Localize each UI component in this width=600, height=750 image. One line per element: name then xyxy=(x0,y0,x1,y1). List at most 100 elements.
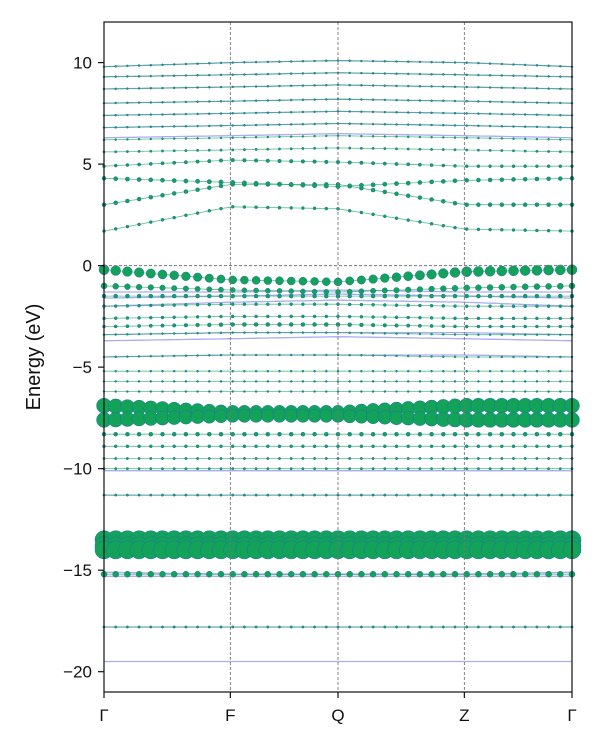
band-marker xyxy=(161,457,164,460)
band-marker xyxy=(500,625,504,629)
band-marker xyxy=(523,101,527,104)
band-marker xyxy=(371,161,376,166)
band-marker xyxy=(359,293,364,299)
band-marker xyxy=(453,136,457,139)
band-marker xyxy=(137,355,141,358)
band-marker xyxy=(453,73,457,76)
band-marker xyxy=(172,315,176,320)
band-marker xyxy=(511,177,516,182)
band-marker xyxy=(207,467,211,471)
band-marker xyxy=(347,160,352,165)
band-marker xyxy=(395,390,398,393)
band-marker xyxy=(312,431,317,437)
band-marker xyxy=(558,324,563,329)
band-marker xyxy=(535,164,539,168)
band-marker xyxy=(382,293,388,299)
band-marker xyxy=(508,265,519,277)
band-marker xyxy=(184,493,188,497)
band-marker xyxy=(301,493,305,497)
band-marker xyxy=(441,316,446,320)
band-marker xyxy=(477,369,480,373)
band-marker xyxy=(430,355,433,358)
band-marker xyxy=(137,162,141,167)
band-marker xyxy=(356,275,366,285)
band-marker xyxy=(172,160,177,165)
band-marker xyxy=(114,369,117,373)
band-marker xyxy=(125,293,130,299)
band-line xyxy=(103,336,573,342)
band-marker xyxy=(546,228,551,233)
band-marker xyxy=(114,101,117,105)
band-marker xyxy=(477,61,480,65)
band-marker xyxy=(241,570,248,578)
band-marker xyxy=(149,113,153,116)
band-marker xyxy=(160,293,165,299)
band-marker xyxy=(451,570,459,578)
band-marker xyxy=(511,228,516,232)
band-marker xyxy=(547,333,550,336)
band-marker xyxy=(286,276,296,286)
band-marker xyxy=(359,431,364,437)
band-marker xyxy=(289,159,294,164)
band-marker xyxy=(300,322,306,327)
band-marker xyxy=(183,431,189,437)
band-marker xyxy=(406,332,410,336)
band-marker xyxy=(149,86,153,90)
band-marker xyxy=(347,444,352,449)
band-marker xyxy=(114,380,117,383)
band-marker xyxy=(242,457,246,460)
band-marker xyxy=(465,457,469,460)
band-marker xyxy=(465,112,468,115)
band-marker xyxy=(208,124,211,128)
band-marker xyxy=(172,380,176,383)
band-marker xyxy=(416,286,423,293)
band-marker xyxy=(266,314,270,319)
band-marker xyxy=(488,124,492,128)
band-marker xyxy=(196,467,200,471)
band-marker xyxy=(500,164,504,168)
band-marker xyxy=(484,265,496,277)
band-marker xyxy=(312,302,317,306)
band-marker xyxy=(347,208,352,213)
band-marker xyxy=(383,369,387,373)
band-marker xyxy=(208,112,211,115)
band-marker xyxy=(418,220,422,224)
band-marker xyxy=(207,185,212,191)
band-marker xyxy=(149,625,153,629)
band-marker xyxy=(523,137,527,141)
band-marker xyxy=(193,272,203,282)
band-marker xyxy=(324,206,329,211)
band-marker xyxy=(473,266,484,277)
band-marker xyxy=(453,316,457,321)
band-marker xyxy=(500,316,504,321)
band-marker xyxy=(207,457,211,460)
band-marker xyxy=(184,303,188,307)
band-marker xyxy=(535,457,539,460)
band-marker xyxy=(242,625,246,629)
band-marker xyxy=(406,135,410,139)
band-marker xyxy=(547,380,550,383)
band-marker xyxy=(113,324,118,329)
band-marker xyxy=(465,369,468,373)
band-marker xyxy=(324,457,328,460)
band-marker xyxy=(511,444,516,449)
band-marker xyxy=(172,113,176,116)
band-marker xyxy=(558,457,562,460)
band-marker xyxy=(208,136,211,140)
band-marker xyxy=(266,147,270,151)
band-marker xyxy=(289,625,293,629)
band-marker xyxy=(161,332,164,335)
band-marker xyxy=(488,457,492,460)
band-marker xyxy=(430,369,433,373)
band-marker xyxy=(428,570,435,578)
band-marker xyxy=(207,322,212,328)
band-marker xyxy=(452,178,458,184)
band-marker xyxy=(125,224,130,229)
band-marker xyxy=(406,457,410,460)
band-marker xyxy=(110,265,121,276)
band-marker xyxy=(442,380,445,383)
band-marker xyxy=(547,390,550,393)
band-marker xyxy=(512,113,515,116)
band-marker xyxy=(475,284,482,291)
band-marker xyxy=(465,467,469,471)
